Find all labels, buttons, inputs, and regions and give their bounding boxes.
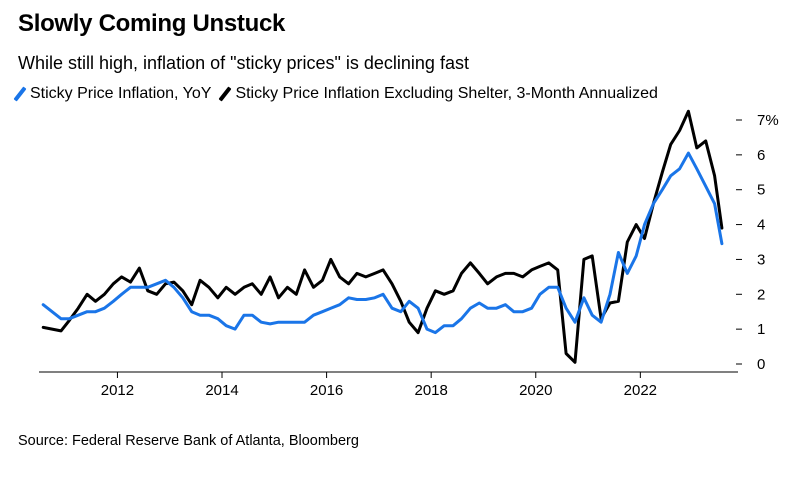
chart-title: Slowly Coming Unstuck: [18, 10, 286, 37]
x-tick-label-2012: 2012: [101, 382, 134, 399]
legend: Sticky Price Inflation, YoY Sticky Price…: [13, 85, 670, 103]
y-tick-label-4: 4: [757, 217, 765, 234]
series-line-ex-shelter: [41, 109, 724, 364]
y-tick-label-5: 5: [757, 182, 765, 199]
y-tick-label-2: 2: [757, 286, 765, 303]
x-tick-label-2022: 2022: [624, 382, 657, 399]
x-tick-label-2016: 2016: [310, 382, 343, 399]
legend-label-ex-shelter: Sticky Price Inflation Excluding Shelter…: [235, 85, 658, 102]
legend-label-yoy: Sticky Price Inflation, YoY: [30, 85, 212, 102]
y-tick-label-6: 6: [757, 147, 765, 164]
series-line-yoy: [41, 151, 724, 335]
y-tick-label-0: 0: [757, 356, 765, 373]
x-tick-label-2020: 2020: [519, 382, 552, 399]
source-note: Source: Federal Reserve Bank of Atlanta,…: [18, 433, 359, 449]
y-tick-label-7: 7%: [757, 112, 779, 129]
legend-item-ex-shelter: Sticky Price Inflation Excluding Shelter…: [218, 85, 658, 103]
legend-item-yoy: Sticky Price Inflation, YoY: [13, 85, 212, 103]
chart-subtitle: While still high, inflation of "sticky p…: [18, 53, 469, 73]
x-tick-label-2014: 2014: [205, 382, 238, 399]
y-tick-label-1: 1: [757, 321, 765, 338]
x-tick-label-2018: 2018: [414, 382, 447, 399]
y-tick-label-3: 3: [757, 251, 765, 268]
